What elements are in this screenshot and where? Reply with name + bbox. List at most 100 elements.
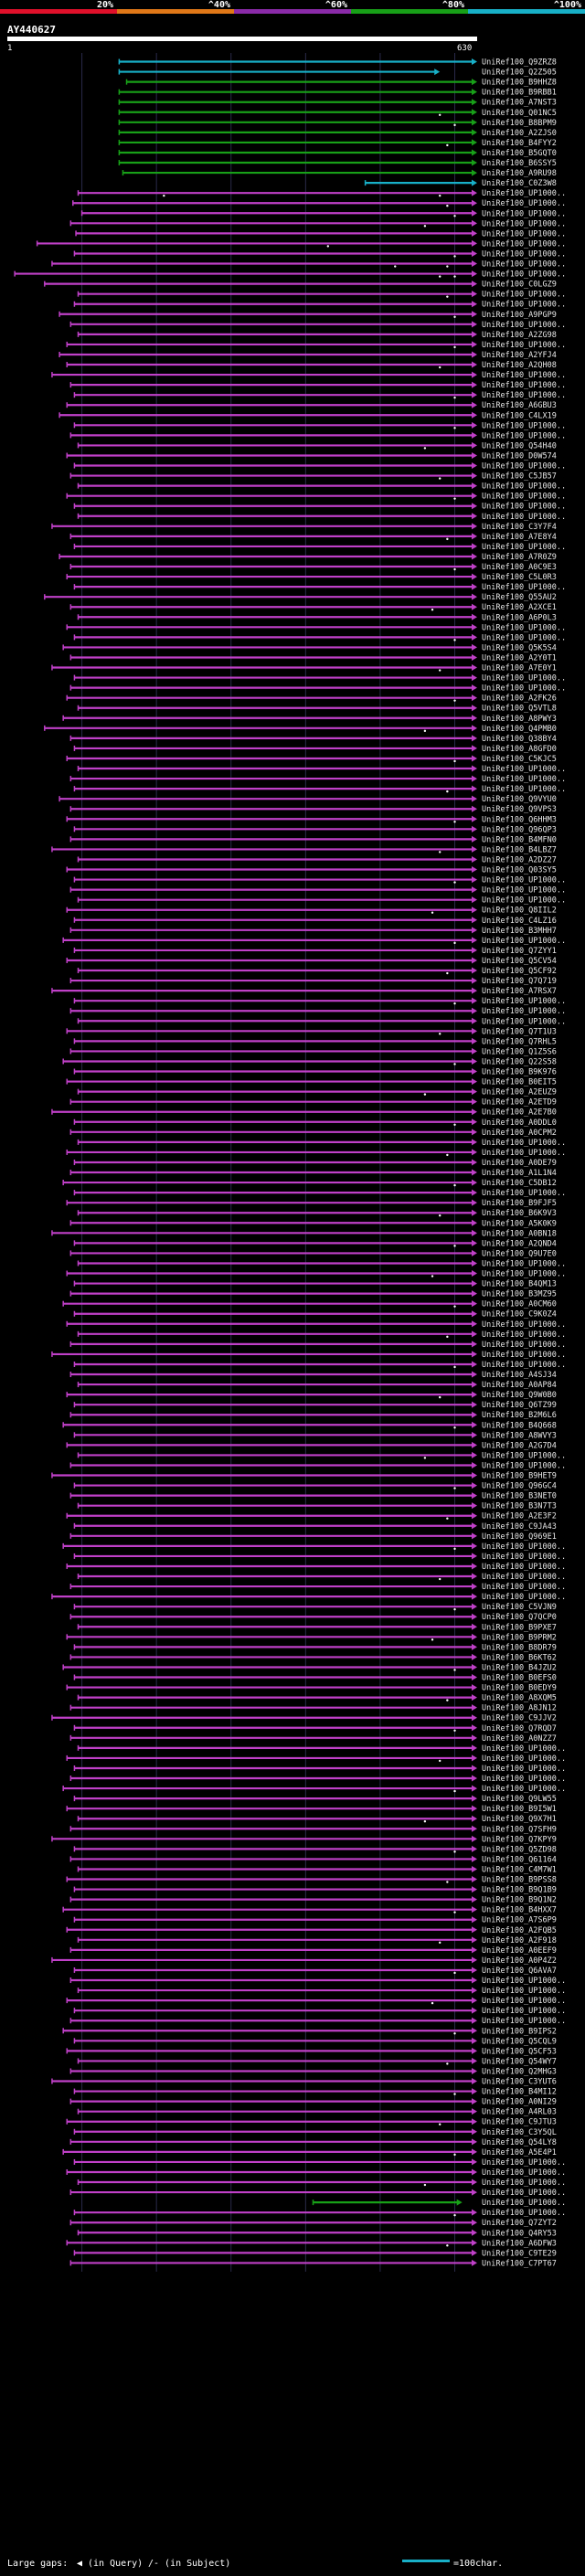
- hit-row[interactable]: UniRef100_B4JZU2: [62, 1663, 557, 1672]
- hit-label[interactable]: UniRef100_UP1000..: [482, 1017, 566, 1026]
- hit-row[interactable]: UniRef100_UP1000..: [77, 1573, 567, 1582]
- hit-label[interactable]: UniRef100_Q6AVA7: [482, 1966, 557, 1976]
- hit-label[interactable]: UniRef100_B9FJF5: [482, 1199, 557, 1208]
- hit-label[interactable]: UniRef100_A6DFW3: [482, 2239, 557, 2248]
- hit-row[interactable]: UniRef100_UP1000..: [73, 1361, 566, 1370]
- hit-label[interactable]: UniRef100_B4HXX7: [482, 1906, 557, 1915]
- hit-label[interactable]: UniRef100_UP1000..: [482, 876, 566, 885]
- hit-row[interactable]: UniRef100_UP1000..: [73, 876, 566, 885]
- hit-label[interactable]: UniRef100_B4JZU2: [482, 1663, 557, 1672]
- hit-row[interactable]: UniRef100_Q54H40: [77, 441, 557, 451]
- hit-row[interactable]: UniRef100_UP1000..: [77, 513, 567, 522]
- hit-row[interactable]: UniRef100_A8GFD0: [73, 745, 557, 754]
- hit-label[interactable]: UniRef100_UP1000..: [482, 291, 566, 300]
- hit-label[interactable]: UniRef100_UP1000..: [482, 341, 566, 350]
- hit-row[interactable]: UniRef100_UP1000..: [77, 896, 567, 906]
- hit-row[interactable]: UniRef100_C4LX19: [58, 411, 557, 420]
- hit-row[interactable]: UniRef100_UP1000..: [73, 583, 566, 592]
- hit-label[interactable]: UniRef100_Q01NC5: [482, 109, 557, 118]
- hit-label[interactable]: UniRef100_C5DB12: [482, 1179, 557, 1188]
- hit-label[interactable]: UniRef100_A0CPM2: [482, 1129, 557, 1138]
- hit-label[interactable]: UniRef100_UP1000..: [482, 301, 566, 310]
- hit-label[interactable]: UniRef100_C9JTU3: [482, 2118, 557, 2127]
- hit-row[interactable]: UniRef100_A5E4P1: [62, 2148, 557, 2157]
- hit-row[interactable]: UniRef100_A6DFW3: [66, 2239, 557, 2248]
- hit-row[interactable]: UniRef100_Q9VYU0: [58, 795, 557, 804]
- hit-row[interactable]: UniRef100_UP1000..: [66, 1149, 566, 1158]
- hit-row[interactable]: UniRef100_UP1000..: [69, 1341, 566, 1350]
- hit-row[interactable]: UniRef100_B0EDY9: [66, 1684, 557, 1693]
- hit-row[interactable]: UniRef100_UP1000..: [69, 684, 566, 694]
- hit-label[interactable]: UniRef100_UP1000..: [482, 674, 566, 684]
- hit-row[interactable]: UniRef100_B9K976: [73, 1068, 557, 1077]
- hit-label[interactable]: UniRef100_Q8IIL2: [482, 906, 557, 916]
- hit-label[interactable]: UniRef100_B4FYY2: [482, 139, 557, 148]
- hit-row[interactable]: UniRef100_B3NET0: [69, 1492, 557, 1501]
- hit-label[interactable]: UniRef100_B3MZ95: [482, 1290, 557, 1299]
- hit-row[interactable]: UniRef100_UP1000..: [73, 301, 566, 310]
- hit-row[interactable]: UniRef100_Q7RHL5: [73, 1037, 557, 1046]
- hit-row[interactable]: UniRef100_UP1000..: [66, 623, 566, 632]
- hit-label[interactable]: UniRef100_A7S6P9: [482, 1916, 557, 1925]
- hit-row[interactable]: UniRef100_B9RBB1: [118, 89, 557, 98]
- hit-label[interactable]: UniRef100_A9PGP9: [482, 311, 557, 320]
- hit-label[interactable]: UniRef100_UP1000..: [482, 2007, 566, 2016]
- hit-label[interactable]: UniRef100_UP1000..: [482, 2178, 566, 2188]
- hit-row[interactable]: UniRef100_UP1000..: [69, 2189, 566, 2198]
- hit-label[interactable]: UniRef100_A0DE79: [482, 1159, 557, 1168]
- hit-label[interactable]: UniRef100_B9PRM2: [482, 1633, 557, 1642]
- hit-row[interactable]: UniRef100_B6K9V3: [77, 1209, 557, 1218]
- hit-row[interactable]: UniRef100_Q7T1U3: [66, 1027, 557, 1036]
- hit-row[interactable]: UniRef100_C3YUT6: [51, 2078, 557, 2087]
- hit-row[interactable]: UniRef100_A6GBU3: [66, 401, 557, 410]
- hit-label[interactable]: UniRef100_UP1000..: [482, 1341, 566, 1350]
- hit-row[interactable]: UniRef100_B4HXX7: [62, 1906, 557, 1915]
- hit-row[interactable]: UniRef100_A2QH08: [66, 361, 557, 370]
- hit-row[interactable]: UniRef100_Q5CF92: [77, 967, 557, 976]
- hit-label[interactable]: UniRef100_B3N7T3: [482, 1502, 557, 1511]
- hit-row[interactable]: UniRef100_A2XCE1: [69, 603, 557, 612]
- hit-row[interactable]: UniRef100_UP1000..: [75, 229, 566, 239]
- hit-label[interactable]: UniRef100_UP1000..: [482, 2189, 566, 2198]
- hit-label[interactable]: UniRef100_A0P4Z2: [482, 1956, 557, 1966]
- hit-row[interactable]: UniRef100_UP1000..: [73, 1553, 566, 1562]
- hit-label[interactable]: UniRef100_UP1000..: [482, 321, 566, 330]
- hit-row[interactable]: UniRef100_B9IPS2: [62, 2027, 557, 2036]
- hit-row[interactable]: UniRef100_Q969E1: [69, 1532, 557, 1542]
- hit-row[interactable]: UniRef100_Q6HHM3: [66, 815, 557, 824]
- hit-label[interactable]: UniRef100_B4LBZ7: [482, 845, 557, 854]
- hit-row[interactable]: UniRef100_UP1000..: [66, 1754, 566, 1764]
- hit-row[interactable]: UniRef100_Q38BY4: [69, 735, 557, 744]
- hit-row[interactable]: UniRef100_A0AP84: [77, 1381, 557, 1390]
- hit-row[interactable]: UniRef100_UP1000..: [77, 482, 567, 492]
- hit-label[interactable]: UniRef100_A5E4P1: [482, 2148, 557, 2157]
- hit-label[interactable]: UniRef100_A0DDL0: [482, 1118, 557, 1128]
- hit-row[interactable]: UniRef100_UP1000..: [66, 1997, 566, 2006]
- hit-row[interactable]: UniRef100_A4SJ34: [69, 1371, 557, 1380]
- hit-row[interactable]: UniRef100_B9Q1B9: [73, 1886, 557, 1895]
- hit-row[interactable]: UniRef100_UP1000..: [66, 1320, 566, 1330]
- hit-row[interactable]: UniRef100_UP1000..: [73, 462, 566, 472]
- hit-row[interactable]: UniRef100_C9TE29: [73, 2249, 557, 2258]
- hit-label[interactable]: UniRef100_Q5CQL9: [482, 2037, 557, 2046]
- hit-label[interactable]: UniRef100_UP1000..: [482, 1987, 566, 1996]
- hit-row[interactable]: UniRef100_Q9U7E0: [69, 1249, 557, 1258]
- hit-label[interactable]: UniRef100_C5VJN9: [482, 1603, 557, 1612]
- hit-label[interactable]: UniRef100_A8JN12: [482, 1704, 557, 1713]
- hit-label[interactable]: UniRef100_B4MFN0: [482, 835, 557, 844]
- hit-label[interactable]: UniRef100_C3Y5QL: [482, 2128, 557, 2137]
- hit-row[interactable]: UniRef100_UP1000..: [36, 239, 566, 249]
- hit-row[interactable]: UniRef100_A4RL03: [77, 2108, 557, 2117]
- hit-row[interactable]: UniRef100_Q9X7H1: [77, 1815, 557, 1824]
- hit-row[interactable]: UniRef100_UP1000..: [77, 765, 567, 774]
- hit-row[interactable]: UniRef100_UP1000..: [51, 1593, 566, 1602]
- hit-row[interactable]: UniRef100_B9PRM2: [66, 1633, 557, 1642]
- hit-label[interactable]: UniRef100_Q6TZ99: [482, 1401, 557, 1410]
- hit-label[interactable]: UniRef100_UP1000..: [482, 371, 566, 380]
- hit-label[interactable]: UniRef100_B3MHH7: [482, 927, 557, 936]
- hit-label[interactable]: UniRef100_UP1000..: [482, 1563, 566, 1572]
- hit-row[interactable]: UniRef100_A9RU98: [122, 169, 557, 178]
- hit-label[interactable]: UniRef100_B6K9V3: [482, 1209, 557, 1218]
- hit-label[interactable]: UniRef100_Q9ZRZ8: [482, 58, 557, 68]
- hit-row[interactable]: UniRef100_B2M6L6: [69, 1411, 557, 1420]
